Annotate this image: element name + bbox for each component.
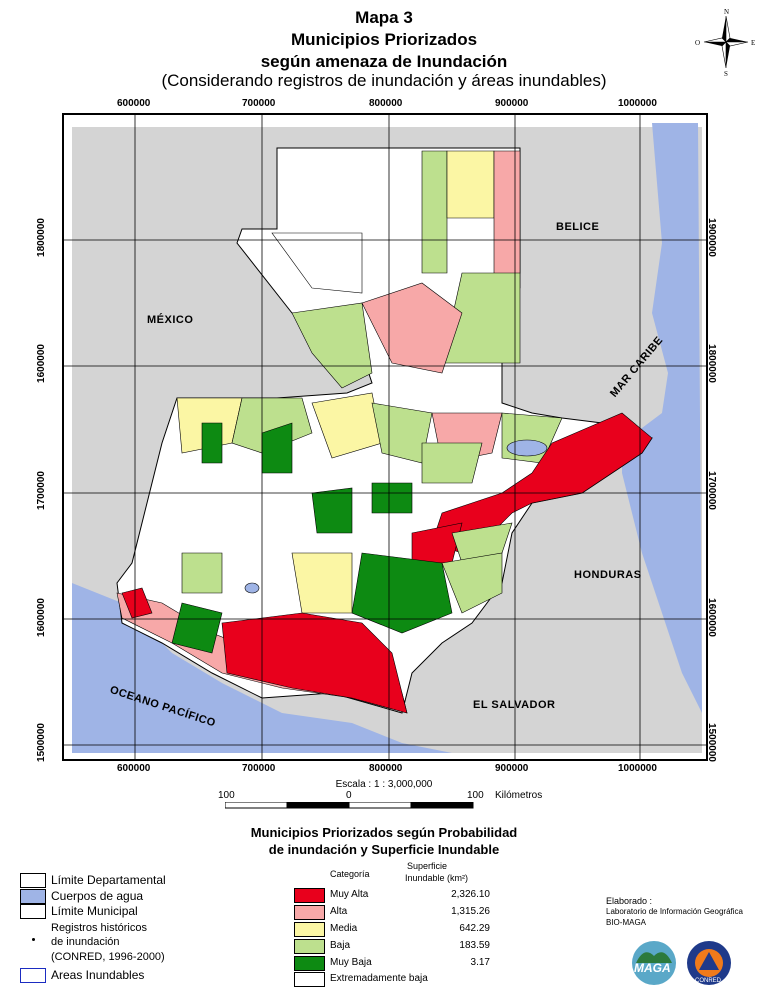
conred-logo-text: CONRED [695,978,722,984]
scale-unit: Kilómetros [495,790,543,801]
map-subtitle: según amenaza de Inundación [260,52,508,71]
compass-n-label: N [724,8,729,16]
category-row: Media 642.29 [294,921,504,937]
category-label: Media [330,923,358,934]
y-tick-left: 1600000 [35,598,47,637]
category-swatch [294,905,325,920]
scale-right: 100 [467,790,484,801]
conred-logo: CONRED [687,941,731,985]
sup-header-2: Inundable (km²) [405,873,469,883]
label-mexico: MÉXICO [147,314,194,326]
pacific-ocean [72,583,452,753]
x-tick-bottom: 900000 [495,763,529,774]
category-value: 183.59 [459,940,490,951]
credits-line-2: Laboratorio de Información Geográfica [606,907,743,916]
legend-registros-2: de inundación [51,936,120,948]
category-value: 3.17 [470,957,490,968]
category-label: Muy Baja [330,957,372,968]
y-tick-left: 1700000 [35,471,47,510]
x-tick-top: 600000 [117,98,151,109]
credits-line-3: BIO-MAGA [606,918,647,927]
category-value: 642.29 [459,923,490,934]
swatch-areas-inundables [20,968,46,983]
compass-rose-icon: N S O E [695,8,755,76]
category-swatch [294,888,325,903]
map-title-number: Mapa 3 [355,8,413,27]
legend-title: Municipios Priorizados según Probabilida… [250,825,518,840]
swatch-limite-departamental [20,873,46,888]
x-tick-bottom: 700000 [242,763,276,774]
legend-subtitle: de inundación y Superficie Inundable [268,842,500,857]
scale-bar [225,802,474,809]
category-label: Baja [330,940,351,951]
x-tick-bottom: 600000 [117,763,151,774]
compass-e-label: E [751,39,755,47]
sup-header-1: Superficie [407,861,448,871]
category-swatch [294,922,325,937]
legend-registros-3: (CONRED, 1996-2000) [51,951,165,963]
x-tick-top: 1000000 [618,98,657,109]
category-swatch [294,956,325,971]
y-tick-left: 1800000 [35,218,47,257]
legend-limite-municipal: Límite Municipal [51,904,138,918]
map-subtitle-note: (Considerando registros de inundación y … [161,71,607,90]
category-label: Alta [330,906,348,917]
compass-o-label: O [695,39,700,47]
map-frame [62,113,708,761]
swatch-cuerpos-agua [20,889,46,904]
legend-limite-departamental: Límite Departamental [51,873,166,887]
category-value: 1,315.26 [451,906,490,917]
y-tick-left: 1600000 [35,344,47,383]
y-tick-left: 1500000 [35,723,47,762]
legend-registros-1: Registros históricos [51,922,147,934]
scale-left: 100 [218,790,235,801]
category-value: 2,326.10 [451,889,490,900]
category-row: Muy Baja 3.17 [294,955,504,971]
legend-cuerpos-agua: Cuerpos de agua [51,889,144,903]
x-tick-top: 800000 [369,98,403,109]
map-title: Municipios Priorizados [290,30,478,49]
swatch-limite-municipal [20,904,46,919]
category-row: Alta 1,315.26 [294,904,504,920]
caribbean-sea [622,123,702,713]
compass-s-label: S [724,70,728,76]
maga-logo: MAGA [632,941,676,985]
category-swatch [294,939,325,954]
label-belice: BELICE [556,221,600,233]
category-row: Baja 183.59 [294,938,504,954]
maga-logo-text: MAGA [634,961,671,975]
category-row: Muy Alta 2,326.10 [294,887,504,903]
label-el-salvador: EL SALVADOR [473,699,556,711]
scale-mid: 0 [346,790,352,801]
x-tick-bottom: 1000000 [618,763,657,774]
registro-point-icon [32,938,35,941]
credits-line-1: Elaborado : [606,896,653,906]
x-tick-top: 700000 [242,98,276,109]
legend-areas-inundables: Areas Inundables [51,968,145,982]
x-tick-top: 900000 [495,98,529,109]
scale-text: Escala : 1 : 3,000,000 [335,779,433,790]
cat-header: Categoría [330,869,370,879]
category-swatch [294,972,325,987]
x-tick-bottom: 800000 [369,763,403,774]
category-label: Extremadamente baja [330,973,428,984]
label-honduras: HONDURAS [574,569,642,581]
category-row: Extremadamente baja [294,971,504,987]
category-label: Muy Alta [330,889,369,900]
